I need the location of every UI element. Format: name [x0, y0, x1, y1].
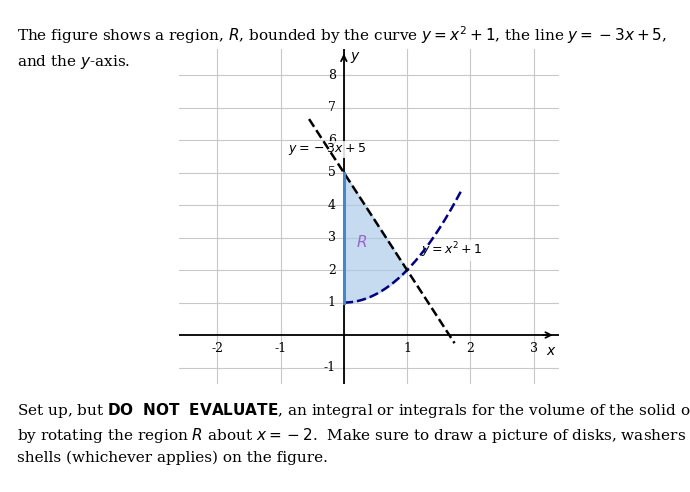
Text: $y=x^2+1$: $y=x^2+1$ [421, 241, 482, 260]
Text: 1: 1 [328, 296, 335, 309]
Text: $y=-3x+5$: $y=-3x+5$ [288, 141, 366, 157]
Text: 3: 3 [328, 231, 335, 244]
Text: 8: 8 [328, 69, 335, 82]
Text: 6: 6 [328, 134, 335, 147]
Text: 2: 2 [328, 264, 335, 277]
Text: 2: 2 [466, 341, 474, 355]
Text: Set up, but $\bf{DO\ \ NOT\ \ EVALUATE}$, an integral or integrals for the volum: Set up, but $\bf{DO\ \ NOT\ \ EVALUATE}$… [17, 401, 690, 420]
Text: 5: 5 [328, 166, 335, 179]
Text: The figure shows a region, $R$, bounded by the curve $y = x^2 + 1$, the line $y : The figure shows a region, $R$, bounded … [17, 25, 667, 71]
Text: -1: -1 [324, 361, 335, 374]
Text: 4: 4 [328, 199, 335, 212]
Text: $x$: $x$ [546, 344, 557, 358]
Text: 3: 3 [530, 341, 538, 355]
Text: -2: -2 [211, 341, 224, 355]
Text: $R$: $R$ [356, 235, 367, 250]
Text: 7: 7 [328, 101, 335, 114]
Text: shells (whichever applies) on the figure.: shells (whichever applies) on the figure… [17, 450, 328, 464]
Text: 1: 1 [403, 341, 411, 355]
Text: -1: -1 [275, 341, 286, 355]
Text: $y$: $y$ [351, 50, 361, 65]
Text: by rotating the region $R$ about $x = -2$.  Make sure to draw a picture of disks: by rotating the region $R$ about $x = -2… [17, 426, 690, 445]
